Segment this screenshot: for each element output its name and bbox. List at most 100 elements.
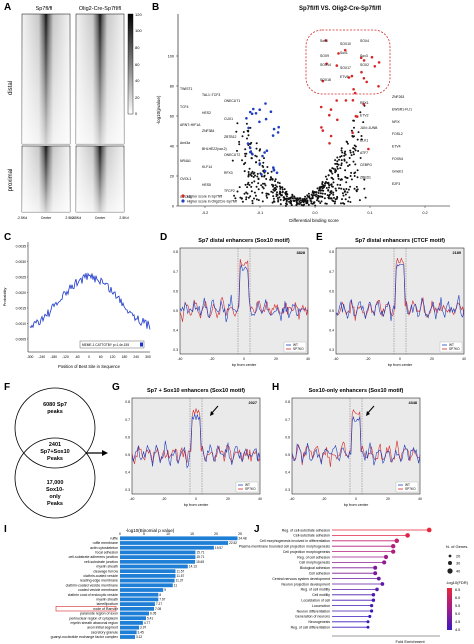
volcano-point-ko: [245, 117, 248, 120]
bar: [120, 606, 154, 611]
volcano-gene-label: SOX18: [320, 78, 331, 82]
volcano-point: [345, 188, 348, 190]
dot-category-label: Biological adhesion: [300, 566, 330, 570]
volcano-point: [336, 183, 339, 186]
volcano-point-ko: [261, 154, 264, 158]
bar: [120, 564, 188, 569]
volcano-point: [344, 150, 347, 153]
profile-y-tick: 0.8: [125, 400, 130, 404]
volcano-point-wt: [362, 102, 365, 106]
profile-x-tick: -20: [366, 357, 371, 361]
volcano-point-wt: [352, 88, 355, 91]
volcano-point: [243, 163, 245, 166]
volcano-point: [279, 186, 282, 189]
dot-category-label: Reg. of cell differentiation: [291, 626, 330, 630]
bar: [120, 555, 196, 559]
volcano-gene-label: ETV4: [392, 145, 401, 149]
volcano-point: [315, 193, 318, 196]
profile-legend-ko: SP7KO: [405, 487, 416, 491]
volcano-point-ko: [249, 150, 252, 154]
volcano-point-ko: [258, 108, 261, 111]
volcano-legend-1: Higher score in Sp7fl/fl: [187, 195, 222, 199]
volcano-point: [263, 182, 266, 185]
volcano-point: [252, 172, 255, 175]
volcano-point: [276, 197, 279, 200]
colorbar: [127, 13, 134, 115]
volcano-point: [255, 185, 258, 188]
volcano-point: [349, 201, 352, 203]
volcano-point: [245, 191, 248, 194]
volcano-point: [247, 181, 250, 184]
volcano-point: [359, 111, 362, 114]
motif-probability-line: [29, 272, 151, 330]
highlight-box: [305, 29, 391, 95]
volcano-gene-label: SOX17: [340, 66, 351, 70]
motif-x-tick: -60: [75, 355, 80, 359]
venn-top-line2: peaks: [47, 409, 63, 415]
volcano-point: [250, 185, 253, 188]
volcano-gene-label: EWSR1-FLI1: [392, 107, 412, 111]
volcano-point: [260, 175, 263, 178]
panel-j-go-dot-plot: Reg. of cell-substrate adhesion Cell-subs…: [239, 527, 469, 644]
volcano-point: [363, 187, 366, 190]
volcano-point: [321, 196, 324, 198]
volcano-point: [332, 191, 335, 194]
volcano-point: [325, 178, 328, 181]
volcano-point: [349, 175, 352, 177]
volcano-point-wt: [377, 85, 380, 88]
volcano-point: [312, 192, 315, 195]
dot: [394, 538, 400, 544]
bar-value-label: 6.05: [150, 612, 156, 616]
volcano-point-ko: [250, 112, 254, 116]
volcano-point: [276, 181, 279, 184]
volcano-point-ko: [252, 107, 255, 111]
volcano-point-wt: [335, 99, 338, 102]
volcano-point: [253, 180, 256, 183]
bar-value-label: 3.12: [136, 635, 142, 639]
volcano-point: [236, 190, 239, 193]
volcano-point: [242, 131, 245, 133]
profile-y-tick: 0.7: [125, 418, 130, 422]
motif-y-tick: 0.0005: [16, 337, 26, 341]
volcano-gene-label: E2F3: [392, 182, 400, 186]
dot-category-label: Central nervous system development: [272, 577, 330, 581]
bar-category-label: clathrin coat of endocytic vesicle: [68, 593, 118, 597]
profile-y-tick: 0.5: [285, 453, 290, 457]
volcano-gene-label: FOXN1: [392, 157, 403, 161]
volcano-point: [324, 175, 327, 178]
volcano-point: [344, 169, 347, 172]
volcano-y-tick: 100: [168, 54, 174, 58]
bar-value-label: 9: [164, 588, 166, 592]
dot: [366, 620, 370, 624]
volcano-point: [328, 195, 330, 197]
volcano-gene-label: ONECUT2: [224, 153, 240, 157]
volcano-point: [262, 187, 265, 190]
volcano-point: [313, 201, 315, 204]
dot: [366, 625, 370, 629]
profile-x-tick: 0: [399, 357, 401, 361]
volcano-gene-label: ZBTB12: [224, 135, 237, 139]
bar-category-label: axon initial segment: [87, 626, 118, 630]
bar: [120, 559, 196, 564]
volcano-point-wt: [336, 118, 339, 122]
profile-x-tick: -20: [210, 357, 215, 361]
volcano-point-wt: [337, 52, 340, 55]
volcano-xlabel: Differential binding score: [289, 218, 339, 223]
volcano-point: [347, 200, 350, 203]
profile-xlabel: bp from center: [232, 363, 257, 367]
volcano-point: [304, 195, 307, 198]
volcano-point: [323, 197, 326, 200]
profile-y-tick: 0.7: [329, 270, 334, 274]
volcano-point: [276, 191, 278, 194]
volcano-point: [349, 151, 352, 154]
dot-category-label: Reg. of cell motility: [301, 588, 331, 592]
volcano-point: [307, 203, 310, 206]
volcano-point: [264, 184, 267, 187]
volcano-gene-label: RFX3: [224, 171, 233, 175]
bar-category-label: paranode region of axon: [80, 612, 118, 616]
volcano-point: [243, 170, 246, 173]
venn-mid-line1: 2401: [49, 442, 61, 448]
volcano-point: [348, 157, 351, 159]
dot: [391, 549, 396, 554]
volcano-point: [321, 181, 324, 183]
